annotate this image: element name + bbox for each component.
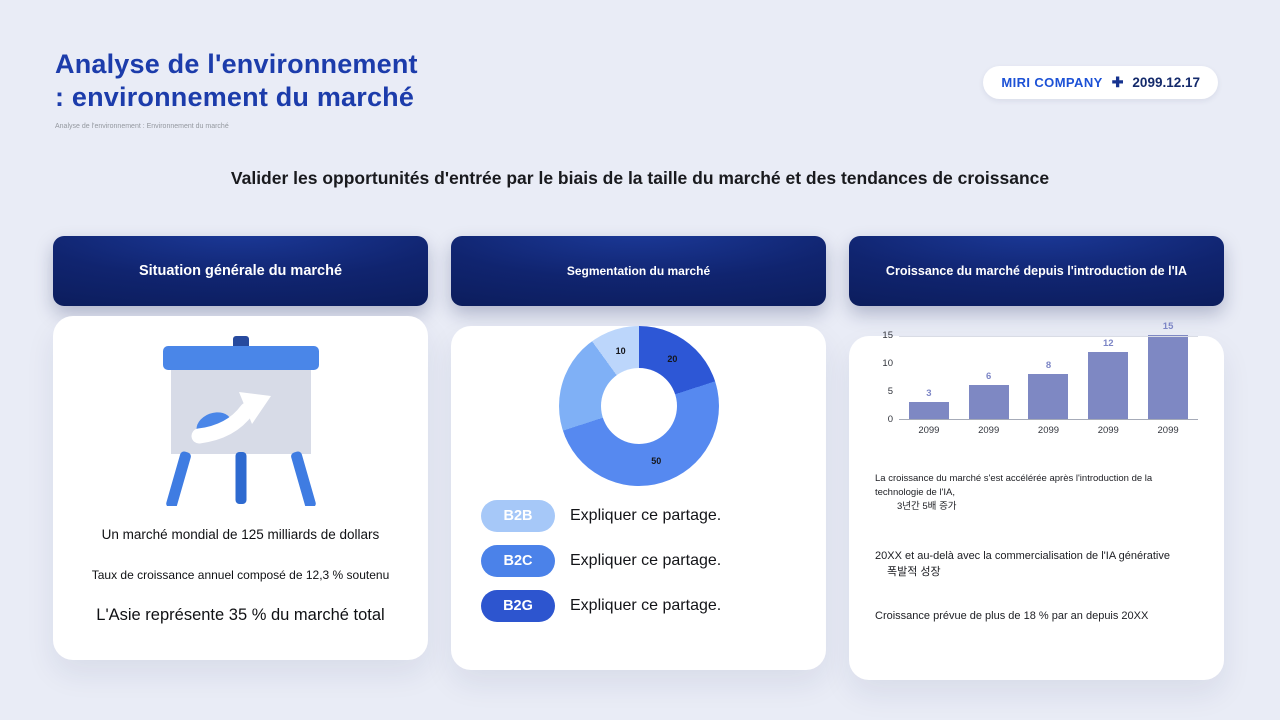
growth-note-2-line1: 20XX et au-delà avec la commercialisatio… — [875, 550, 1170, 562]
b2b-pill: B2B — [481, 500, 555, 532]
x-tick-label: 2099 — [1037, 425, 1060, 436]
bar-column: 8 — [1028, 360, 1069, 419]
bar-column: 15 — [1148, 321, 1189, 419]
growth-note-1: La croissance du marché s'est accélérée … — [875, 472, 1198, 514]
card-market-overview: Un marché mondial de 125 milliards de do… — [53, 316, 428, 660]
market-fact-3: L'Asie représente 35 % du marché total — [96, 606, 385, 624]
column-header-segmentation: Segmentation du marché — [451, 236, 826, 306]
donut-hole — [600, 368, 677, 444]
bar — [1148, 335, 1189, 419]
column-header-market-overview: Situation générale du marché — [53, 236, 428, 306]
market-fact-2: Taux de croissance annuel composé de 12,… — [91, 568, 390, 582]
title-block: Analyse de l'environnement : environneme… — [55, 48, 418, 130]
donut-segment-label: 50 — [651, 455, 662, 466]
y-tick-label: 15 — [882, 330, 893, 341]
growth-note-3: Croissance prévue de plus de 18 % par an… — [875, 610, 1149, 622]
donut-segment-label: 10 — [615, 346, 626, 357]
b2g-description: Expliquer ce partage. — [570, 597, 722, 614]
easel-svg — [162, 336, 319, 509]
bar-column: 6 — [968, 371, 1009, 419]
growth-note-2-line2: 폭발적 성장 — [887, 566, 941, 578]
page-title-line2: : environnement du marché — [55, 82, 415, 112]
bar-value-label: 8 — [1045, 360, 1052, 372]
bar-value-label: 3 — [926, 388, 932, 400]
y-tick-label: 5 — [887, 386, 893, 397]
column-segmentation: Segmentation du marché 20 50 10 B2B Expliq… — [451, 236, 826, 680]
segment-legend: B2B Expliquer ce partage. B2C Expliquer … — [481, 500, 826, 622]
breadcrumb: Analyse de l'environnement : Environneme… — [55, 123, 229, 130]
company-badge: MIRI COMPANY ✚ 2099.12.17 — [983, 66, 1218, 99]
growth-notes: La croissance du marché s'est accélérée … — [875, 472, 1198, 622]
b2c-pill: B2C — [481, 545, 555, 577]
date-label: 2099.12.17 — [1132, 75, 1200, 90]
b2c-description: Expliquer ce partage. — [570, 552, 722, 569]
easel-illustration — [151, 336, 331, 511]
bar-column: 3 — [908, 388, 949, 419]
plus-icon: ✚ — [1111, 74, 1124, 90]
x-tick-label: 2099 — [1097, 425, 1119, 436]
growth-note-2: 20XX et au-delà avec la commercialisatio… — [875, 548, 1198, 580]
bar-chart-main: 3 6 8 12 15 2099 2099 2099 2099 2099 — [899, 321, 1198, 436]
b2b-description: Expliquer ce partage. — [570, 507, 722, 524]
page-title-line1: Analyse de l'environnement — [55, 49, 418, 79]
company-name: MIRI COMPANY — [1001, 75, 1103, 90]
bar — [968, 385, 1009, 419]
growth-note-1-line1: La croissance du marché s'est accélérée … — [875, 473, 1153, 498]
legend-row-b2b: B2B Expliquer ce partage. — [481, 500, 826, 532]
bar — [1088, 351, 1129, 419]
x-tick-label: 2099 — [978, 425, 1000, 436]
column-header-growth: Croissance du marché depuis l'introducti… — [849, 236, 1224, 306]
x-tick-label: 2099 — [918, 425, 940, 436]
b2g-pill: B2G — [481, 590, 555, 622]
bar-value-label: 12 — [1102, 337, 1114, 349]
legend-row-b2c: B2C Expliquer ce partage. — [481, 545, 826, 577]
bar — [908, 402, 949, 419]
column-growth: Croissance du marché depuis l'introducti… — [849, 236, 1224, 680]
bar-column: 12 — [1088, 337, 1129, 419]
card-growth: 15 10 5 0 3 6 8 12 15 2099 2099 2099 2099 2099 La c… — [849, 321, 1224, 680]
legend-row-b2g: B2G Expliquer ce partage. — [481, 590, 826, 622]
bar-value-label: 6 — [986, 371, 992, 383]
slide-headline: Valider les opportunités d'entrée par le… — [230, 168, 1050, 188]
donut-chart: 20 50 10 — [558, 326, 719, 486]
bar-chart: 15 10 5 0 3 6 8 12 15 2099 2099 2099 2099 2099 — [875, 321, 1198, 436]
bar — [1028, 374, 1069, 419]
y-tick-label: 10 — [882, 358, 893, 369]
card-segmentation: 20 50 10 B2B Expliquer ce partage. B2C Exp… — [451, 326, 826, 670]
columns: Situation générale du marché — [53, 236, 1224, 680]
bar-chart-plot: 3 6 8 12 15 — [899, 321, 1198, 420]
bar-chart-categories: 2099 2099 2099 2099 2099 — [899, 425, 1198, 436]
y-tick-label: 0 — [887, 414, 893, 425]
donut-segment-label: 20 — [667, 354, 678, 365]
market-fact-1: Un marché mondial de 125 milliards de do… — [101, 527, 380, 542]
bar-value-label: 15 — [1162, 321, 1174, 332]
column-market-overview: Situation générale du marché — [53, 236, 428, 680]
x-tick-label: 2099 — [1157, 425, 1179, 436]
growth-note-1-line2: 3년간 5배 증가 — [897, 501, 957, 512]
bar-chart-yaxis: 15 10 5 0 — [875, 330, 899, 425]
